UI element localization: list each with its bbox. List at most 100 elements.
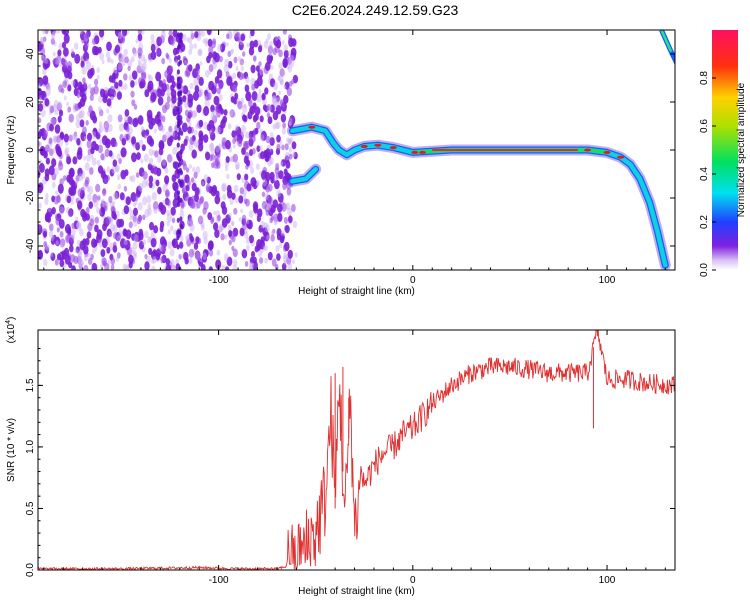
noise-dot	[98, 95, 103, 103]
noise-dot	[185, 196, 189, 202]
streak-dot	[177, 156, 181, 162]
noise-dot	[218, 81, 224, 90]
noise-dot	[261, 93, 266, 101]
x-tick-label: -100	[209, 575, 229, 586]
noise-dot	[133, 234, 139, 243]
noise-dot	[228, 230, 233, 238]
noise-dot	[253, 205, 259, 214]
noise-dot	[252, 55, 257, 62]
noise-dot	[161, 115, 166, 123]
noise-dot	[147, 207, 152, 216]
noise-dot	[42, 75, 49, 85]
ridge-peak	[603, 150, 611, 154]
noise-dot	[92, 38, 97, 45]
colorbar-tick-label: 0.8	[699, 71, 710, 85]
noise-dot	[290, 51, 296, 61]
y-tick-label: 0.0	[25, 563, 36, 577]
noise-dot	[107, 259, 111, 265]
noise-dot	[189, 136, 195, 145]
noise-dot	[159, 236, 166, 247]
noise-dot	[100, 207, 105, 214]
noise-dot	[189, 164, 192, 169]
noise-dot	[193, 193, 199, 203]
noise-dot	[212, 38, 217, 45]
noise-dot	[66, 234, 71, 242]
noise-dot	[211, 162, 215, 169]
noise-dot	[48, 207, 51, 213]
noise-dot	[182, 33, 187, 42]
noise-dot	[135, 142, 141, 151]
noise-dot	[88, 201, 94, 209]
noise-dot	[71, 51, 75, 58]
noise-dot	[41, 30, 46, 35]
noise-dot	[87, 69, 93, 79]
noise-dot	[70, 48, 75, 54]
noise-dot	[199, 61, 203, 66]
noise-dot	[245, 159, 251, 167]
noise-dot	[232, 72, 237, 80]
noise-dot	[226, 184, 232, 193]
noise-dot	[192, 91, 199, 101]
streak-dot	[176, 217, 180, 223]
noise-dot	[260, 236, 265, 244]
noise-dot	[238, 217, 242, 222]
noise-dot	[132, 144, 136, 149]
noise-dot	[262, 178, 268, 187]
noise-dot	[136, 65, 142, 74]
noise-dot	[218, 225, 223, 232]
noise-dot	[157, 155, 162, 163]
noise-dot	[292, 151, 296, 158]
noise-dot	[224, 266, 230, 270]
noise-dot	[85, 207, 90, 214]
noise-dot	[210, 217, 214, 224]
noise-dot	[282, 70, 286, 76]
noise-dot	[119, 232, 124, 240]
noise-dot	[147, 73, 151, 80]
noise-dot	[196, 74, 201, 81]
noise-dot	[276, 189, 282, 198]
noise-dot	[226, 76, 233, 87]
noise-dot	[147, 236, 151, 243]
noise-dot	[215, 259, 222, 270]
noise-dot	[167, 241, 173, 250]
noise-dot	[70, 179, 76, 188]
noise-dot	[140, 126, 145, 132]
noise-dot	[207, 38, 213, 47]
spectral-ridge	[286, 30, 675, 270]
noise-dot	[87, 193, 92, 201]
noise-dot	[240, 33, 246, 42]
noise-dot	[196, 104, 202, 113]
noise-dot	[260, 130, 267, 141]
noise-dot	[281, 159, 286, 167]
noise-dot	[129, 175, 133, 182]
noise-dot	[136, 217, 142, 225]
noise-dot	[98, 106, 102, 112]
colorbar-tick-label: 0.0	[699, 263, 710, 277]
noise-dot	[77, 200, 83, 210]
noise-dot	[265, 224, 270, 233]
noise-dot	[57, 138, 63, 147]
noise-dot	[230, 156, 234, 162]
noise-dot	[90, 147, 95, 155]
noise-dot	[256, 93, 262, 103]
noise-dot	[159, 225, 164, 233]
noise-dot	[83, 264, 89, 270]
noise-dot	[97, 195, 101, 201]
noise-dot	[73, 79, 78, 88]
noise-dot	[71, 265, 76, 270]
noise-dot	[224, 58, 230, 68]
noise-dot	[123, 73, 128, 81]
noise-dot	[243, 198, 248, 205]
noise-dot	[59, 204, 65, 214]
noise-dot	[116, 252, 121, 259]
noise-dot	[96, 67, 100, 74]
noise-dot	[275, 245, 280, 253]
noise-dot	[102, 188, 107, 195]
noise-dot	[184, 100, 189, 109]
streak-dot	[176, 32, 181, 38]
noise-dot	[137, 62, 144, 72]
noise-dot	[150, 34, 155, 41]
noise-dot	[222, 193, 227, 201]
noise-dot	[64, 147, 70, 155]
noise-dot	[57, 58, 63, 67]
